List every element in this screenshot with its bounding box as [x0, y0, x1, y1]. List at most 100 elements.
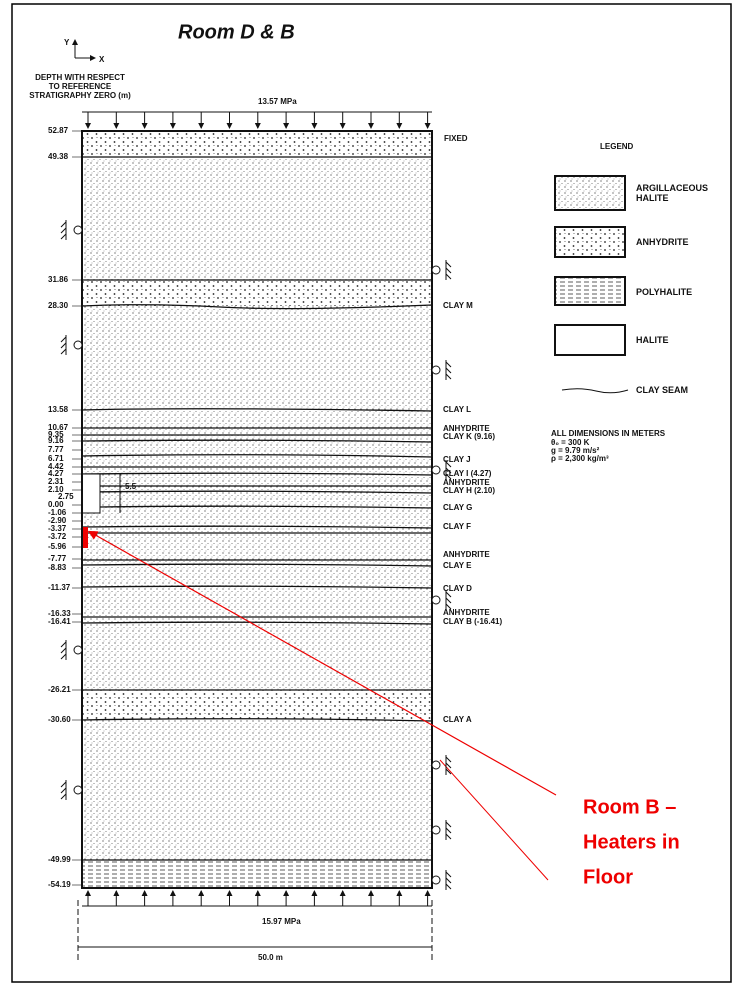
room-height: 5.5	[125, 482, 137, 491]
header-line: DEPTH WITH RESPECT	[35, 73, 125, 82]
layer	[82, 131, 432, 157]
depth-label: 4.27	[48, 469, 64, 478]
depth-label: 49.38	[48, 152, 69, 161]
layer	[82, 690, 432, 720]
layer-label: CLAY I (4.27)	[443, 469, 492, 478]
roller	[431, 465, 441, 475]
note: θ₀ = 300 K	[551, 438, 590, 447]
support	[60, 335, 67, 355]
roller	[431, 365, 441, 375]
layer	[82, 306, 432, 690]
layer-label: CLAY E	[443, 561, 472, 570]
layer	[82, 157, 432, 280]
roller	[431, 875, 441, 885]
roller	[431, 825, 441, 835]
layer-label: CLAY K (9.16)	[443, 432, 495, 441]
layer-label: ANHYDRITE	[443, 478, 490, 487]
depth-label: 13.58	[48, 405, 69, 414]
layer-label: ANHYDRITE	[443, 608, 490, 617]
layer-label: CLAY H (2.10)	[443, 486, 495, 495]
depth-label: 9.35	[48, 430, 64, 439]
legend-swatch	[554, 226, 626, 258]
annotation-line	[439, 759, 549, 881]
note: ρ = 2,300 kg/m³	[551, 454, 609, 463]
column-border	[81, 130, 433, 889]
support	[60, 780, 67, 800]
legend-label: CLAY SEAM	[636, 385, 689, 395]
depth-label: 2.10	[48, 485, 64, 494]
roller	[431, 265, 441, 275]
heater	[82, 527, 88, 548]
depth-label: -8.83	[48, 563, 67, 572]
depth-header: DEPTH WITH RESPECT TO REFERENCE STRATIGR…	[29, 73, 131, 100]
width-label: 50.0 m	[258, 953, 283, 962]
layer-label: CLAY A	[443, 715, 472, 724]
legend-label: HALITE	[636, 335, 669, 345]
annotation-line: Floor	[583, 866, 633, 888]
layer	[82, 280, 432, 306]
support	[445, 360, 452, 380]
depth-label: 2.31	[48, 477, 64, 486]
annotation-line: Room B –	[583, 796, 676, 818]
depth-label: 10.67	[48, 423, 69, 432]
depth-label: -30.60	[48, 715, 71, 724]
layer-label: CLAY M	[443, 301, 473, 310]
legend-label: ARGILLACEOUS HALITE	[636, 183, 708, 203]
layer-label: ANHYDRITE	[443, 424, 490, 433]
depth-label: -5.96	[48, 542, 67, 551]
depth-label: 52.87	[48, 126, 69, 135]
title: Room D & B	[178, 21, 295, 43]
column	[81, 130, 433, 889]
layer	[82, 720, 432, 860]
note: ALL DIMENSIONS IN METERS	[551, 429, 666, 438]
depth-label: 7.77	[48, 445, 64, 454]
legend-label: POLYHALITE	[636, 287, 693, 297]
legend-title: LEGEND	[600, 142, 634, 151]
depth-label: -3.72	[48, 532, 67, 541]
depth-label: -49.99	[48, 855, 71, 864]
annotation-line: Heaters in	[583, 831, 680, 853]
roller	[73, 785, 83, 795]
depth-label: 6.71	[48, 454, 64, 463]
support	[445, 870, 452, 890]
depth-label: -11.37	[48, 583, 71, 592]
layer-label: CLAY L	[443, 405, 471, 414]
legend-label: ANHYDRITE	[636, 237, 689, 247]
header-line: TO REFERENCE	[49, 82, 112, 91]
roller	[73, 225, 83, 235]
depth-label: -54.19	[48, 880, 71, 889]
layer-label: CLAY F	[443, 522, 471, 531]
depth-label: -7.77	[48, 554, 67, 563]
header-line: STRATIGRAPHY ZERO (m)	[29, 91, 131, 100]
layer-label: CLAY J	[443, 455, 471, 464]
depth-label: -3.37	[48, 524, 67, 533]
roller	[431, 595, 441, 605]
depth-label: 31.86	[48, 275, 69, 284]
legend-swatch	[561, 388, 629, 394]
layer	[82, 860, 432, 888]
support	[445, 590, 452, 610]
note: g = 9.79 m/s²	[551, 446, 600, 455]
annotation-arrow	[87, 530, 557, 796]
support	[60, 640, 67, 660]
layer-boundaries	[81, 156, 433, 861]
room-width: 2.75	[58, 492, 74, 501]
fixed-label: FIXED	[444, 134, 468, 143]
support	[445, 460, 452, 480]
depth-label: 9.16	[48, 436, 64, 445]
legend-swatch	[554, 324, 626, 356]
roller	[431, 760, 441, 770]
support	[60, 220, 67, 240]
annotation: Room B – Heaters in Floor	[583, 796, 680, 888]
top-load: 13.57 MPa	[258, 97, 297, 106]
depth-label: -26.21	[48, 685, 71, 694]
depth-label: 4.42	[48, 462, 64, 471]
roller	[73, 340, 83, 350]
depth-label: -16.41	[48, 617, 71, 626]
legend-swatch	[554, 175, 626, 211]
notes: ALL DIMENSIONS IN METERS θ₀ = 300 K g = …	[551, 429, 666, 463]
layer-label: CLAY D	[443, 584, 472, 593]
support	[445, 755, 452, 775]
